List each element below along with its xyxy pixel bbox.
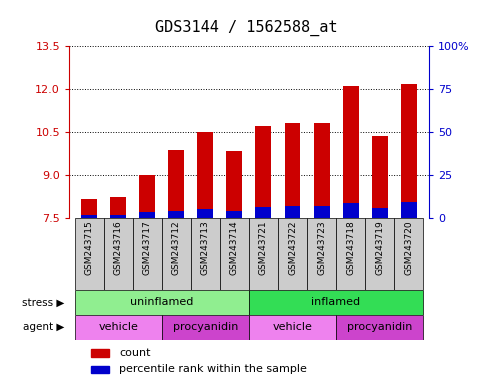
Bar xyxy=(226,151,243,218)
Bar xyxy=(314,207,329,218)
Bar xyxy=(140,175,155,218)
Bar xyxy=(401,84,417,218)
Bar xyxy=(372,136,387,218)
Bar xyxy=(226,211,243,218)
Text: vehicle: vehicle xyxy=(99,322,139,332)
Text: count: count xyxy=(119,348,151,358)
Text: percentile rank within the sample: percentile rank within the sample xyxy=(119,364,307,374)
Bar xyxy=(104,218,133,290)
Text: GDS3144 / 1562588_at: GDS3144 / 1562588_at xyxy=(155,20,338,36)
Bar xyxy=(191,218,220,290)
Bar xyxy=(314,123,329,218)
Text: procyanidin: procyanidin xyxy=(347,322,412,332)
Bar xyxy=(198,132,213,218)
Bar xyxy=(249,315,336,339)
Text: GSM243721: GSM243721 xyxy=(259,220,268,275)
Text: stress ▶: stress ▶ xyxy=(22,297,64,307)
Bar xyxy=(249,218,278,290)
Bar xyxy=(91,366,108,373)
Text: GSM243722: GSM243722 xyxy=(288,220,297,275)
Text: GSM243714: GSM243714 xyxy=(230,220,239,275)
Bar xyxy=(336,218,365,290)
Text: uninflamed: uninflamed xyxy=(130,297,194,307)
Bar xyxy=(75,315,162,339)
Text: GSM243712: GSM243712 xyxy=(172,220,181,275)
Bar xyxy=(307,218,336,290)
Bar xyxy=(140,212,155,218)
Bar xyxy=(249,290,423,315)
Bar xyxy=(162,218,191,290)
Text: inflamed: inflamed xyxy=(312,297,360,307)
Bar xyxy=(81,215,97,218)
Text: GSM243713: GSM243713 xyxy=(201,220,210,275)
Bar xyxy=(198,209,213,218)
Bar xyxy=(284,123,300,218)
Bar xyxy=(401,202,417,218)
Bar xyxy=(110,215,126,218)
Bar xyxy=(75,290,249,315)
Bar xyxy=(343,203,358,218)
Bar xyxy=(284,207,300,218)
Text: GSM243719: GSM243719 xyxy=(375,220,384,275)
Bar xyxy=(162,315,249,339)
Bar xyxy=(372,208,387,218)
Bar xyxy=(278,218,307,290)
Bar xyxy=(394,218,423,290)
Text: procyanidin: procyanidin xyxy=(173,322,238,332)
Bar xyxy=(220,218,249,290)
Bar xyxy=(169,151,184,218)
Text: agent ▶: agent ▶ xyxy=(23,322,64,332)
Bar xyxy=(255,126,272,218)
Bar xyxy=(81,199,97,218)
Bar xyxy=(343,86,358,218)
Text: vehicle: vehicle xyxy=(273,322,313,332)
Bar xyxy=(110,197,126,218)
Bar xyxy=(133,218,162,290)
Text: GSM243717: GSM243717 xyxy=(143,220,152,275)
Bar xyxy=(365,218,394,290)
Text: GSM243715: GSM243715 xyxy=(85,220,94,275)
Text: GSM243723: GSM243723 xyxy=(317,220,326,275)
Bar xyxy=(91,349,108,357)
Text: GSM243720: GSM243720 xyxy=(404,220,413,275)
Bar xyxy=(75,218,104,290)
Text: GSM243716: GSM243716 xyxy=(114,220,123,275)
Bar xyxy=(336,315,423,339)
Bar xyxy=(169,211,184,218)
Bar xyxy=(255,207,272,218)
Text: GSM243718: GSM243718 xyxy=(346,220,355,275)
